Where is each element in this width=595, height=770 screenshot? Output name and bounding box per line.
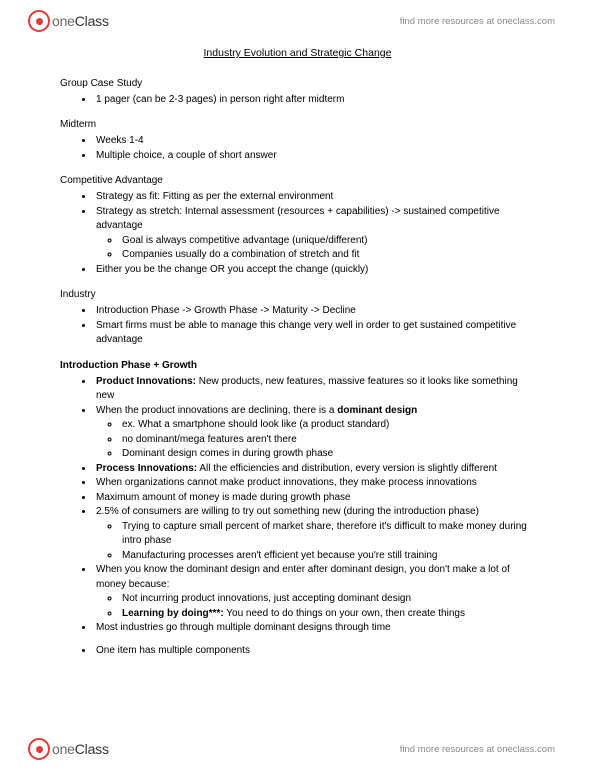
list-item: ex. What a smartphone should look like (… <box>120 418 535 433</box>
bullet-list: One item has multiple components <box>60 644 535 659</box>
section-heading: Group Case Study <box>60 76 535 91</box>
list-item: Dominant design comes in during growth p… <box>120 447 535 462</box>
list-item: Multiple choice, a couple of short answe… <box>94 149 535 164</box>
document-body: Industry Evolution and Strategic Change … <box>0 38 595 658</box>
list-item: 2.5% of consumers are willing to try out… <box>94 505 535 563</box>
bullet-list: Product Innovations: New products, new f… <box>60 375 535 636</box>
section-heading: Industry <box>60 287 535 302</box>
list-item: no dominant/mega features aren't there <box>120 433 535 448</box>
bullet-list: Strategy as fit: Fitting as per the exte… <box>60 190 535 277</box>
section-heading: Introduction Phase + Growth <box>60 358 535 373</box>
page-title: Industry Evolution and Strategic Change <box>60 46 535 62</box>
logo-text: oneClass <box>52 13 109 29</box>
bullet-list: Introduction Phase -> Growth Phase -> Ma… <box>60 304 535 348</box>
list-item: Strategy as stretch: Internal assessment… <box>94 205 535 263</box>
list-item: Introduction Phase -> Growth Phase -> Ma… <box>94 304 535 319</box>
sub-list: Not incurring product innovations, just … <box>96 592 535 621</box>
list-item: Weeks 1-4 <box>94 134 535 149</box>
header-tagline: find more resources at oneclass.com <box>400 16 555 27</box>
list-item: Either you be the change OR you accept t… <box>94 263 535 278</box>
list-item: Maximum amount of money is made during g… <box>94 491 535 506</box>
list-item: Goal is always competitive advantage (un… <box>120 234 535 249</box>
brand-logo: oneClass <box>28 10 109 32</box>
logo-mark-icon <box>28 738 50 760</box>
list-item: One item has multiple components <box>94 644 535 659</box>
section-heading: Midterm <box>60 117 535 132</box>
list-item: Smart firms must be able to manage this … <box>94 319 535 348</box>
page-header: oneClass find more resources at oneclass… <box>0 0 595 38</box>
list-item: Companies usually do a combination of st… <box>120 248 535 263</box>
list-item: Product Innovations: New products, new f… <box>94 375 535 404</box>
list-item: Strategy as fit: Fitting as per the exte… <box>94 190 535 205</box>
section-heading: Competitive Advantage <box>60 173 535 188</box>
bullet-list: 1 pager (can be 2-3 pages) in person rig… <box>60 93 535 108</box>
list-item: When organizations cannot make product i… <box>94 476 535 491</box>
footer-tagline: find more resources at oneclass.com <box>400 744 555 755</box>
sub-list: Goal is always competitive advantage (un… <box>96 234 535 263</box>
list-item: Trying to capture small percent of marke… <box>120 520 535 549</box>
list-item: When you know the dominant design and en… <box>94 563 535 621</box>
list-item: Process Innovations: All the efficiencie… <box>94 462 535 477</box>
logo-mark-icon <box>28 10 50 32</box>
list-item: Not incurring product innovations, just … <box>120 592 535 607</box>
sub-list: ex. What a smartphone should look like (… <box>96 418 535 462</box>
sub-list: Trying to capture small percent of marke… <box>96 520 535 564</box>
list-item: Learning by doing***: You need to do thi… <box>120 607 535 622</box>
bullet-list: Weeks 1-4 Multiple choice, a couple of s… <box>60 134 535 163</box>
list-item: Most industries go through multiple domi… <box>94 621 535 636</box>
list-item: 1 pager (can be 2-3 pages) in person rig… <box>94 93 535 108</box>
brand-logo: oneClass <box>28 738 109 760</box>
page-footer: oneClass find more resources at oneclass… <box>0 732 595 770</box>
logo-text: oneClass <box>52 741 109 757</box>
list-item: When the product innovations are declini… <box>94 404 535 462</box>
list-item: Manufacturing processes aren't efficient… <box>120 549 535 564</box>
